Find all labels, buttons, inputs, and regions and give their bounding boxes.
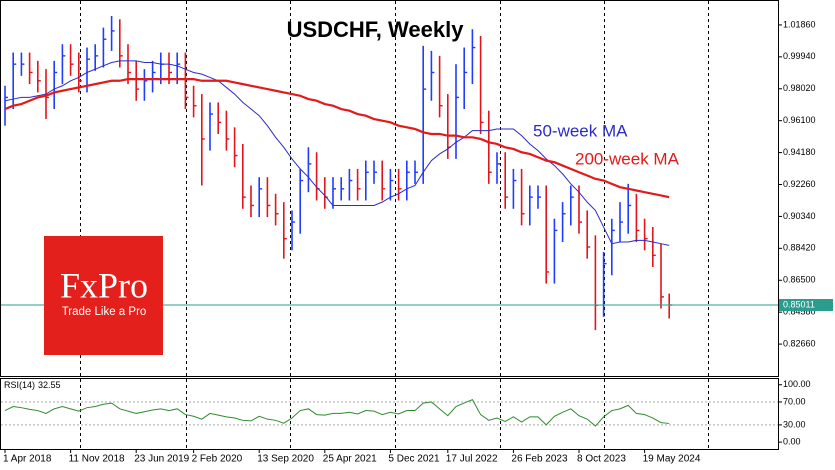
y-tick-label: 0.99940 (783, 51, 816, 61)
x-tick-label: 5 Dec 2021 (388, 454, 440, 465)
logo-tagline: Trade Like a Pro (62, 306, 147, 318)
x-tick-label: 17 Jul 2022 (446, 454, 498, 465)
logo-brand: FxPro (60, 265, 148, 305)
x-tick-label: 26 Feb 2023 (511, 454, 568, 465)
rsi-tick-label: 0.00 (783, 436, 801, 446)
y-tick-label: 0.96100 (783, 115, 816, 125)
series-label: 200-week MA (575, 149, 680, 168)
x-tick-label: 2 Feb 2020 (192, 454, 243, 465)
y-tick-label: 0.86500 (783, 275, 816, 285)
ma-line (4, 78, 670, 199)
logo-box (44, 236, 163, 355)
x-tick-label: 13 Sep 2020 (257, 454, 314, 465)
chart-title: USDCHF, Weekly (287, 17, 465, 42)
rsi-label: RSI(14) 32.55 (4, 380, 61, 390)
x-tick-label: 11 Nov 2018 (69, 454, 125, 465)
last-price-box (779, 299, 833, 312)
y-tick-label: 0.92260 (783, 179, 816, 189)
rsi-name: RSI(14) (4, 380, 35, 390)
y-tick-label: 0.82660 (783, 338, 816, 348)
ma-line (4, 60, 670, 246)
y-tick-label: 0.94180 (783, 147, 816, 157)
y-tick-label: 0.84580 (783, 307, 816, 317)
y-tick-label: 0.98020 (783, 83, 816, 93)
rsi-last: 32.55 (38, 380, 61, 390)
rsi-tick-label: 70.00 (783, 396, 806, 406)
period-separators (80, 1, 709, 449)
rsi-tick-label: 100.00 (783, 379, 811, 389)
logo: FxPro Trade Like a Pro (44, 236, 163, 355)
last-price-label: 0.85011 (783, 299, 815, 309)
y-tick-label: 0.88420 (783, 243, 816, 253)
x-tick-label: 23 Jun 2019 (134, 454, 189, 465)
x-tick-label: 8 Oct 2023 (577, 454, 626, 465)
rsi-tick-label: 30.00 (783, 419, 806, 429)
rsi-line (4, 399, 670, 427)
x-tick-label: 1 Apr 2018 (3, 454, 52, 465)
x-tick-label: 25 Apr 2021 (323, 454, 377, 465)
rsi-pane (0, 378, 779, 450)
x-tick-label: 19 May 2024 (643, 454, 701, 465)
y-tick-label: 0.90340 (783, 211, 816, 221)
y-tick-label: 1.01860 (783, 19, 816, 29)
series-label: 50-week MA (533, 121, 628, 140)
